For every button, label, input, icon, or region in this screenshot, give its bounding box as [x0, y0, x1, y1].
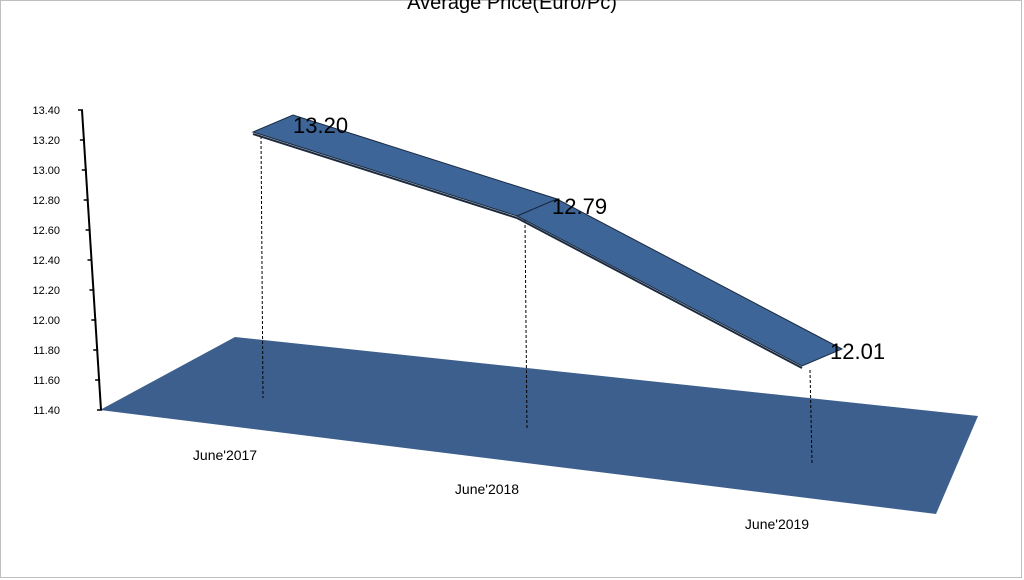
- ribbon-edge: [252, 133, 518, 219]
- y-tick-label: 12.40: [32, 255, 60, 267]
- y-tick-label: 13.40: [32, 105, 60, 117]
- data-label: 12.01: [830, 339, 885, 364]
- data-label: 12.79: [552, 194, 607, 219]
- drop-line: [524, 219, 528, 431]
- y-tick-label: 12.80: [32, 195, 60, 207]
- x-tick-label: June'2019: [745, 516, 809, 532]
- ribbon-segment: [515, 198, 844, 367]
- y-tick-label: 11.80: [33, 345, 60, 357]
- x-tick-label: June'2017: [193, 447, 257, 463]
- y-tick-label: 12.20: [32, 285, 60, 297]
- chart-floor: [100, 337, 978, 514]
- chart-title: Average Price(Euro/Pc): [407, 0, 617, 14]
- y-tick-label: 13.20: [32, 135, 60, 147]
- drop-line: [809, 369, 813, 464]
- y-tick-label: 11.40: [33, 405, 60, 417]
- x-tick-label: June'2018: [455, 481, 519, 497]
- drop-line: [260, 135, 264, 399]
- y-tick-label: 12.00: [32, 315, 60, 327]
- data-label: 13.20: [293, 113, 348, 138]
- y-tick-label: 11.60: [33, 375, 60, 387]
- y-tick-label: 12.60: [32, 225, 60, 237]
- ribbon-edge: [516, 217, 803, 369]
- y-tick-label: 13.00: [32, 165, 60, 177]
